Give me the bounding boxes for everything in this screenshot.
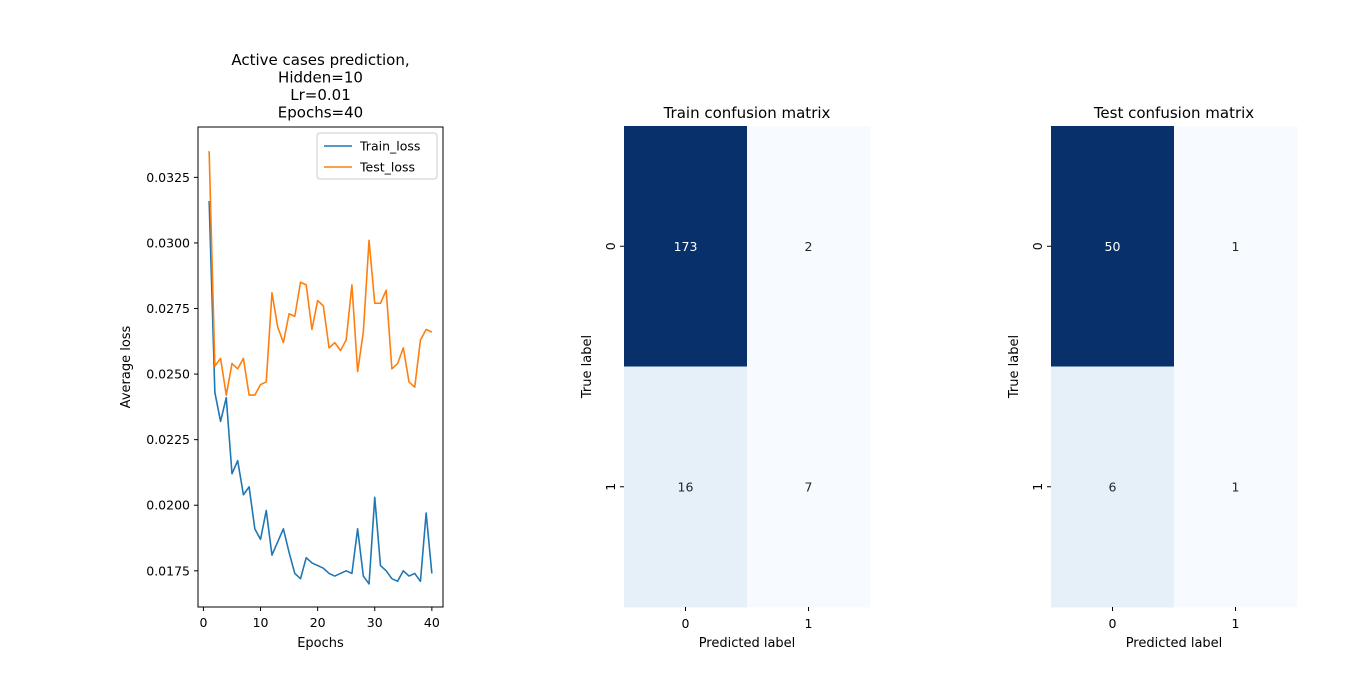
cell-value: 1	[1232, 479, 1240, 494]
x-tick-label: 10	[253, 615, 269, 630]
x-tick-label: 1	[1232, 616, 1240, 631]
x-axis-label: Predicted label	[699, 636, 796, 651]
matrix-title: Test confusion matrix	[1093, 104, 1254, 122]
y-tick-label: 0.0200	[146, 498, 190, 513]
legend-entry: Train_loss	[359, 139, 420, 154]
x-tick-label: 20	[310, 615, 326, 630]
y-tick-label: 1	[603, 483, 618, 491]
y-axis-label: True label	[1007, 335, 1022, 399]
matrix-cell	[1174, 126, 1298, 367]
chart-title-line: Lr=0.01	[290, 86, 351, 104]
x-tick-label: 0	[199, 615, 207, 630]
matrix-title: Train confusion matrix	[663, 104, 831, 122]
y-tick-label: 1	[1030, 483, 1045, 491]
legend: Train_loss Test_loss	[316, 132, 438, 180]
x-axis-label: Epochs	[297, 636, 344, 651]
loss-line-chart: Active cases prediction,Hidden=10Lr=0.01…	[119, 51, 444, 651]
y-tick-label: 0.0275	[146, 301, 190, 316]
cell-value: 1	[1232, 239, 1240, 254]
matrix-cell	[624, 366, 748, 608]
y-tick-label: 0	[603, 242, 618, 250]
cell-value: 50	[1105, 239, 1121, 254]
cell-value: 7	[805, 479, 813, 494]
chart-title-line: Active cases prediction,	[231, 51, 409, 69]
y-axis-label: True label	[580, 335, 595, 399]
y-tick-label: 0.0225	[146, 432, 190, 447]
x-tick-label: 0	[1109, 616, 1117, 631]
matrix-cell	[747, 126, 871, 367]
y-tick-label: 0.0300	[146, 235, 190, 250]
cell-value: 2	[805, 239, 813, 254]
x-tick-label: 40	[424, 615, 440, 630]
x-axis-label: Predicted label	[1126, 636, 1223, 651]
test-confusion-matrix: Test confusion matrix 50 1 6 1 0 1 0 1 Predicted …	[1007, 104, 1298, 651]
matrix-cell	[1174, 366, 1298, 608]
matrix-cell	[624, 126, 748, 367]
matrix-cell	[747, 366, 871, 608]
y-tick-label: 0.0250	[146, 367, 190, 382]
train-confusion-matrix: Train confusion matrix 173 2 16 7 0 1 0 1 Predict…	[580, 104, 871, 651]
cell-value: 16	[678, 479, 694, 494]
matrix-cell	[1051, 366, 1175, 608]
chart-title-line: Hidden=10	[278, 69, 363, 87]
series-line-train-loss	[208, 200, 433, 585]
x-tick-label: 30	[367, 615, 383, 630]
chart-title-line: Epochs=40	[278, 104, 363, 122]
plot-frame	[197, 126, 444, 608]
x-tick-label: 0	[682, 616, 690, 631]
y-axis-label: Average loss	[119, 325, 134, 408]
y-tick-label: 0.0325	[146, 170, 190, 185]
cell-value: 173	[674, 239, 698, 254]
legend-entry: Test_loss	[359, 160, 415, 175]
cell-value: 6	[1109, 479, 1117, 494]
y-tick-label: 0	[1030, 242, 1045, 250]
matrix-cell	[1051, 126, 1175, 367]
y-tick-label: 0.0175	[146, 563, 190, 578]
series-line-test-loss	[208, 151, 433, 396]
x-tick-label: 1	[805, 616, 813, 631]
